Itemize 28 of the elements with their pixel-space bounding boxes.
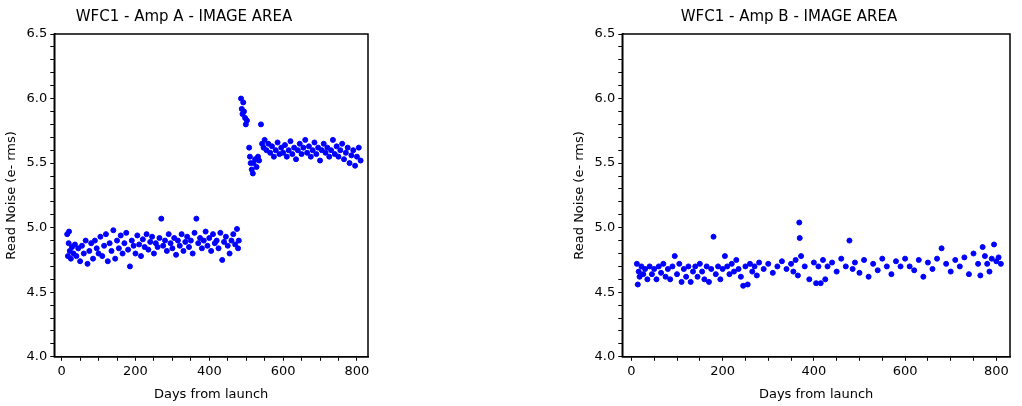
y-tick-label: 6.0 <box>594 89 616 105</box>
x-tick-label: 200 <box>710 362 736 378</box>
x-axis-title: Days from launch <box>758 385 874 401</box>
y-tick-label: 5.5 <box>594 154 616 170</box>
x-tick-label: 200 <box>123 362 148 378</box>
y-axis-title: Read Noise (e- rms) <box>571 131 587 260</box>
y-tick-label: 6.0 <box>26 89 48 105</box>
x-tick-label: 800 <box>344 362 370 378</box>
y-tick-label: 4.0 <box>26 348 48 364</box>
x-axis-title: Days from launch <box>153 385 269 401</box>
x-tick-label: 0 <box>627 362 636 378</box>
y-axis-title: Read Noise (e- rms) <box>3 131 19 260</box>
y-tick-label: 4.5 <box>594 283 616 299</box>
y-tick-label: 5.5 <box>26 154 48 170</box>
x-tick-label: 400 <box>801 362 827 378</box>
chart-title: WFC1 - Amp A - IMAGE AREA <box>75 6 293 25</box>
y-tick-label: 5.0 <box>26 219 48 235</box>
y-tick-label: 6.5 <box>594 25 616 41</box>
x-tick-label: 800 <box>983 362 1009 378</box>
y-tick-label: 6.5 <box>26 25 48 41</box>
y-tick-label: 4.0 <box>594 348 616 364</box>
x-tick-label: 400 <box>196 362 222 378</box>
x-tick-label: 0 <box>57 362 66 378</box>
y-tick-label: 4.5 <box>26 283 48 299</box>
y-tick-label: 5.0 <box>594 219 616 235</box>
chart-title: WFC1 - Amp B - IMAGE AREA <box>680 6 898 25</box>
x-tick-label: 600 <box>270 362 296 378</box>
x-tick-label: 600 <box>892 362 918 378</box>
